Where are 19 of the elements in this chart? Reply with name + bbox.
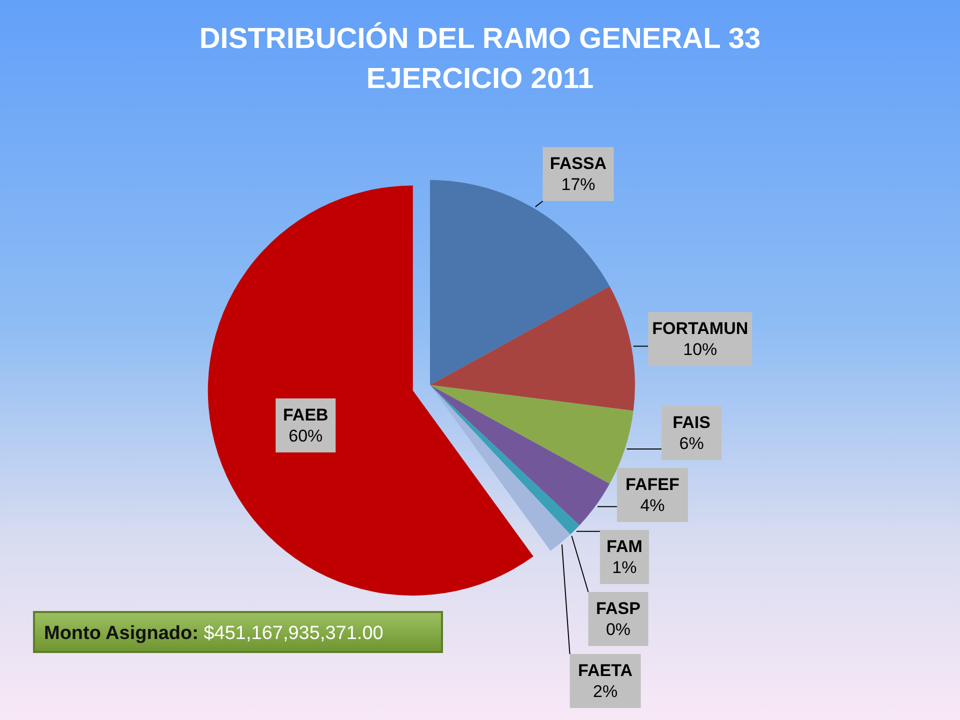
chart-title: DISTRIBUCIÓN DEL RAMO GENERAL 33 — [199, 22, 761, 55]
text: 0% — [606, 620, 631, 639]
data-label: 60% — [288, 426, 323, 446]
data-label: 4% — [640, 496, 665, 515]
chart-subtitle: EJERCICIO 2011 — [366, 63, 594, 95]
data-label: 17% — [561, 175, 596, 194]
data-label: 1% — [612, 558, 637, 577]
text: Monto Asignado: $451,167,935,371.00 — [44, 623, 384, 644]
slice-label: FAFEF — [626, 475, 680, 494]
slice-label: FORTAMUN — [652, 319, 748, 338]
slice-label: FASSA — [550, 154, 607, 174]
data-label: 6% — [679, 434, 704, 453]
slice-label: FAM — [606, 537, 642, 556]
category-label: FASP — [596, 599, 640, 618]
data-label: 2% — [593, 682, 618, 701]
slice-label: FAETA — [578, 661, 633, 680]
data-label: 10% — [683, 340, 718, 360]
slice-label: FAEB — [282, 405, 328, 424]
slice-label: FAIS — [672, 413, 710, 432]
